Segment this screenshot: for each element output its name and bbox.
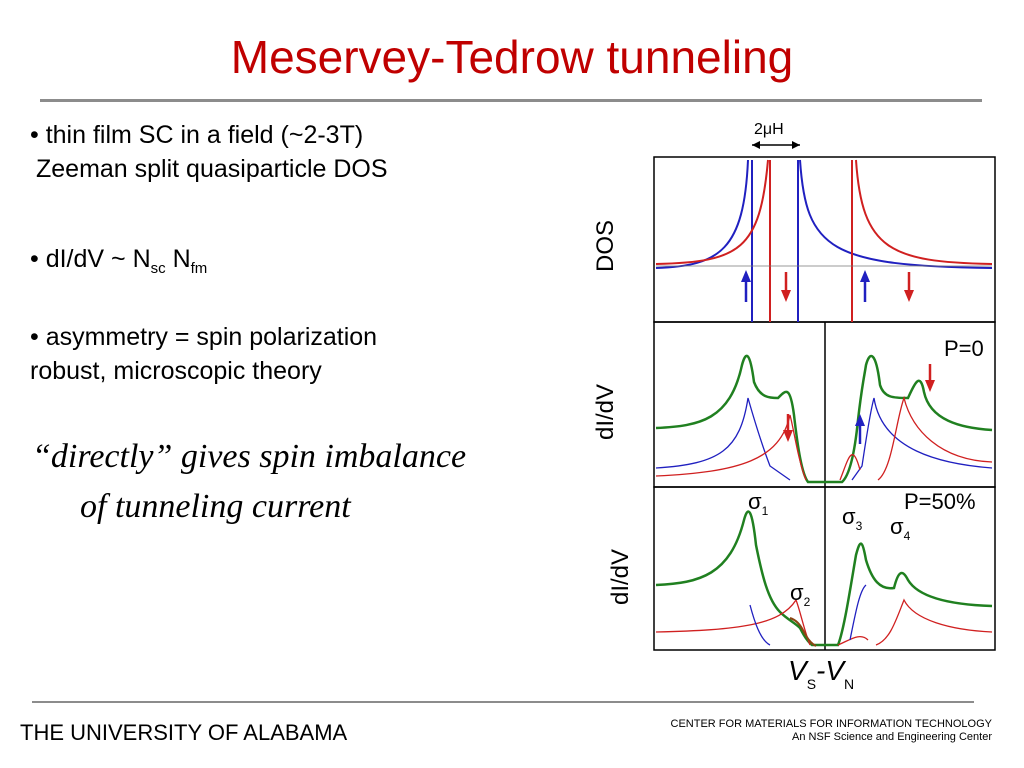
bullet-asymmetry-line1: • asymmetry = spin polarization bbox=[30, 323, 378, 351]
bullet-zeeman-line2: Zeeman split quasiparticle DOS bbox=[36, 155, 388, 183]
zeeman-double-arrow bbox=[752, 141, 800, 149]
p0-arrow-down-left bbox=[783, 414, 793, 442]
p0-label: P=0 bbox=[944, 336, 984, 361]
x-axis-label: VS-VN bbox=[788, 655, 854, 692]
bullet-asymmetry: • asymmetry = spin polarization robust, … bbox=[30, 320, 377, 388]
dos-axis-label: DOS bbox=[592, 220, 619, 272]
sigma4-label: σ4 bbox=[890, 514, 911, 543]
dos-curve-blue bbox=[655, 159, 993, 322]
p0-arrow-down-right bbox=[925, 364, 935, 392]
didv-axis-label-p0: dI/dV bbox=[592, 384, 619, 440]
dos-panel-frame bbox=[653, 156, 996, 323]
bullet-asymmetry-line2: robust, microscopic theory bbox=[30, 357, 322, 385]
didv-axis-label-p50: dI/dV bbox=[607, 549, 634, 605]
bullet-didv-mid: N bbox=[165, 245, 191, 273]
sigma3-label: σ3 bbox=[842, 504, 863, 533]
bullet-didv-sub-sc: sc bbox=[150, 260, 166, 277]
footer-center-line2: An NSF Science and Engineering Center bbox=[792, 731, 992, 743]
bullet-didv-sub-fm: fm bbox=[190, 260, 208, 277]
sigma2-label: σ2 bbox=[790, 580, 811, 609]
p0-curve-red bbox=[655, 395, 993, 481]
p50-curve-green bbox=[655, 510, 993, 647]
top-divider bbox=[40, 99, 982, 102]
p0-curve-green bbox=[655, 354, 993, 484]
p0-curve-blue bbox=[655, 397, 993, 481]
bullet-didv: • dI/dV ~ Nsc Nfm bbox=[30, 242, 207, 286]
p50-curve-brown bbox=[789, 617, 817, 647]
p50-curve-red bbox=[655, 598, 993, 646]
bullet-didv-prefix: • dI/dV ~ N bbox=[30, 245, 151, 273]
dos-arrow-up-left bbox=[741, 270, 751, 302]
italic-line1: “directly” gives spin imbalance bbox=[32, 438, 467, 475]
footer-university: THE UNIVERSITY OF ALABAMA bbox=[20, 720, 348, 745]
dos-curve-red bbox=[655, 159, 993, 322]
bullet-zeeman: • thin film SC in a field (~2-3T) Zeeman… bbox=[30, 118, 388, 186]
dos-arrow-down-left bbox=[781, 272, 791, 302]
footer-center: CENTER FOR MATERIALS FOR INFORMATION TEC… bbox=[671, 718, 992, 744]
zeeman-label: 2μH bbox=[754, 121, 784, 138]
p0-arrow-up-right bbox=[855, 414, 865, 444]
p50-label: P=50% bbox=[904, 489, 976, 514]
bottom-divider bbox=[32, 701, 974, 703]
bullet-zeeman-line1: • thin film SC in a field (~2-3T) bbox=[30, 121, 364, 149]
sigma1-label: σ1 bbox=[748, 489, 769, 518]
p50-curve-blue bbox=[749, 584, 867, 646]
italic-line2: of tunneling current bbox=[80, 488, 351, 525]
slide-title: Meservey-Tedrow tunneling bbox=[230, 31, 794, 83]
dos-arrow-up-right bbox=[860, 270, 870, 302]
footer-center-line1: CENTER FOR MATERIALS FOR INFORMATION TEC… bbox=[670, 718, 992, 730]
dos-arrow-down-right bbox=[904, 272, 914, 302]
